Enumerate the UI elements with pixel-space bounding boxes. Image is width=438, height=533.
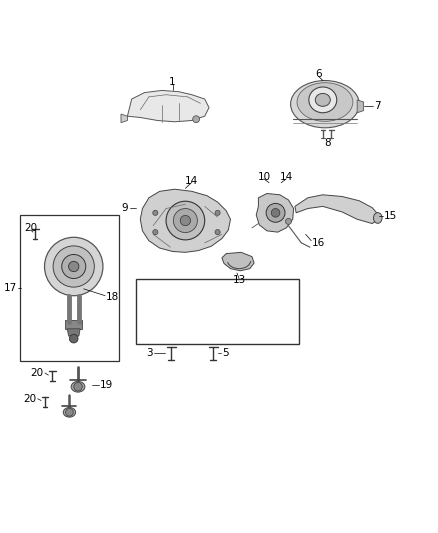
Circle shape [45, 237, 103, 296]
Text: 10: 10 [258, 172, 271, 182]
Bar [136, 279, 299, 344]
Text: 20: 20 [31, 368, 44, 378]
Circle shape [53, 246, 94, 287]
Text: 14: 14 [280, 172, 293, 182]
Text: 14: 14 [185, 175, 198, 185]
Polygon shape [222, 252, 254, 271]
Ellipse shape [63, 407, 76, 417]
Text: 6: 6 [315, 69, 322, 79]
Text: 18: 18 [106, 292, 119, 302]
Text: 9: 9 [122, 203, 128, 213]
Circle shape [180, 215, 191, 225]
Text: 19: 19 [99, 379, 113, 390]
Text: 5: 5 [222, 348, 229, 358]
Circle shape [153, 210, 158, 215]
Ellipse shape [315, 93, 330, 106]
Polygon shape [65, 320, 82, 329]
Polygon shape [121, 114, 127, 123]
Polygon shape [140, 189, 230, 252]
Text: 17: 17 [4, 283, 17, 293]
Text: 13: 13 [233, 275, 246, 285]
Circle shape [271, 208, 280, 217]
Text: 7: 7 [374, 101, 381, 111]
Circle shape [66, 408, 73, 416]
Polygon shape [295, 195, 378, 223]
Polygon shape [357, 100, 364, 113]
Text: 16: 16 [312, 238, 325, 248]
Circle shape [166, 201, 205, 240]
Circle shape [193, 116, 200, 123]
Text: 15: 15 [384, 211, 397, 221]
Circle shape [215, 210, 220, 215]
Text: 1: 1 [169, 77, 176, 87]
Ellipse shape [290, 80, 359, 128]
Polygon shape [127, 91, 209, 122]
Polygon shape [256, 193, 293, 232]
Circle shape [286, 219, 291, 224]
Text: 20: 20 [24, 223, 37, 233]
Circle shape [215, 230, 220, 235]
Text: 3: 3 [147, 348, 153, 358]
Circle shape [62, 254, 86, 279]
Circle shape [69, 261, 79, 272]
Polygon shape [67, 329, 80, 336]
Text: 8: 8 [324, 138, 330, 148]
Circle shape [70, 334, 78, 343]
Circle shape [74, 383, 82, 391]
Circle shape [153, 230, 158, 235]
Circle shape [266, 204, 285, 222]
Bar [20, 215, 119, 361]
Ellipse shape [297, 83, 353, 122]
Ellipse shape [71, 382, 85, 392]
Ellipse shape [309, 87, 337, 113]
Text: 20: 20 [23, 394, 36, 404]
Circle shape [173, 208, 198, 232]
Ellipse shape [374, 213, 382, 223]
